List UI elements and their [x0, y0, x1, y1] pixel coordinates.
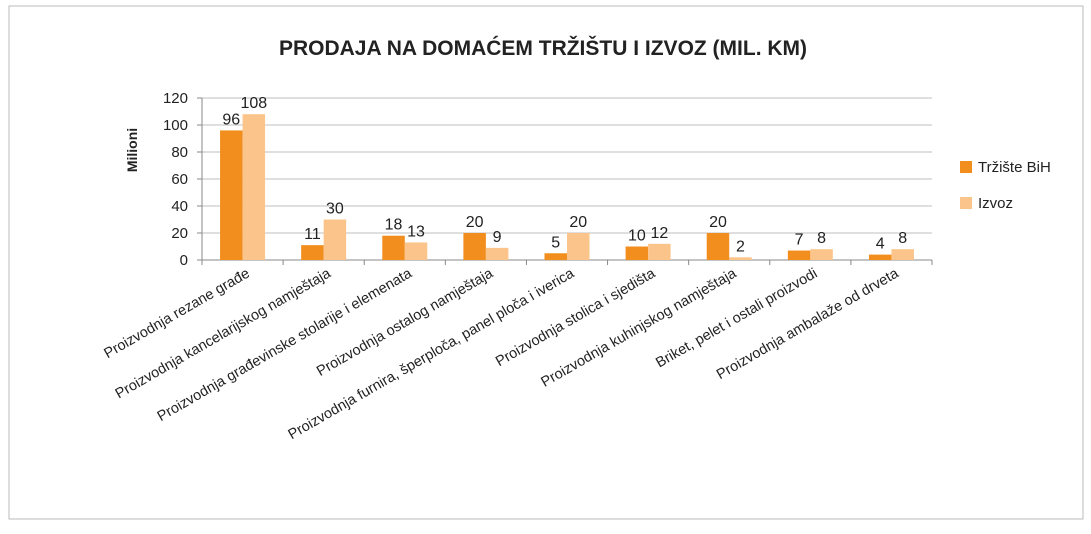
bar: [382, 235, 405, 260]
y-tick-label: 80: [171, 144, 188, 161]
value-label: 8: [817, 230, 826, 247]
bar: [868, 254, 892, 260]
value-label: 2: [736, 238, 745, 255]
legend-label: Izvoz: [978, 195, 1013, 212]
legend-swatch: [960, 197, 972, 209]
value-label: 5: [551, 234, 560, 251]
bar: [891, 249, 914, 260]
bar: [706, 233, 730, 260]
bar: [787, 250, 811, 260]
bar: [323, 219, 347, 260]
legend-label: Tržište BiH: [978, 159, 1051, 176]
chart-frame: [8, 5, 1084, 520]
y-axis-label: Milioni: [124, 128, 140, 172]
value-label: 13: [407, 223, 425, 240]
bar: [485, 247, 509, 260]
bar: [544, 253, 567, 260]
value-label: 30: [326, 201, 344, 218]
value-label: 12: [650, 225, 668, 242]
chart-title: PRODAJA NA DOMAĆEM TRŽIŠTU I IZVOZ (MIL.…: [279, 36, 807, 60]
value-label: 11: [304, 226, 321, 243]
bar: [729, 257, 752, 260]
value-label: 9: [493, 229, 502, 246]
value-label: 108: [240, 95, 267, 112]
value-label: 7: [795, 232, 804, 249]
y-tick-label: 0: [180, 252, 188, 269]
bar: [810, 249, 833, 260]
bar: [220, 130, 243, 260]
value-label: 8: [898, 230, 907, 247]
y-tick-label: 100: [163, 117, 188, 134]
value-label: 20: [709, 214, 727, 231]
bar: [648, 243, 671, 260]
bar: [242, 114, 266, 260]
value-label: 96: [222, 111, 240, 128]
value-label: 10: [628, 228, 646, 245]
legend-swatch: [960, 161, 972, 173]
value-label: 18: [385, 217, 403, 234]
y-tick-label: 120: [163, 90, 188, 107]
bar: [625, 246, 649, 260]
bar: [463, 233, 486, 260]
bar: [301, 245, 324, 260]
y-tick-label: 60: [171, 171, 188, 188]
y-tick-label: 40: [171, 198, 188, 215]
bar: [567, 233, 590, 260]
y-tick-label: 20: [171, 225, 188, 242]
value-label: 20: [466, 214, 484, 231]
value-label: 20: [569, 214, 587, 231]
bar: [404, 242, 428, 260]
value-label: 4: [876, 236, 885, 253]
